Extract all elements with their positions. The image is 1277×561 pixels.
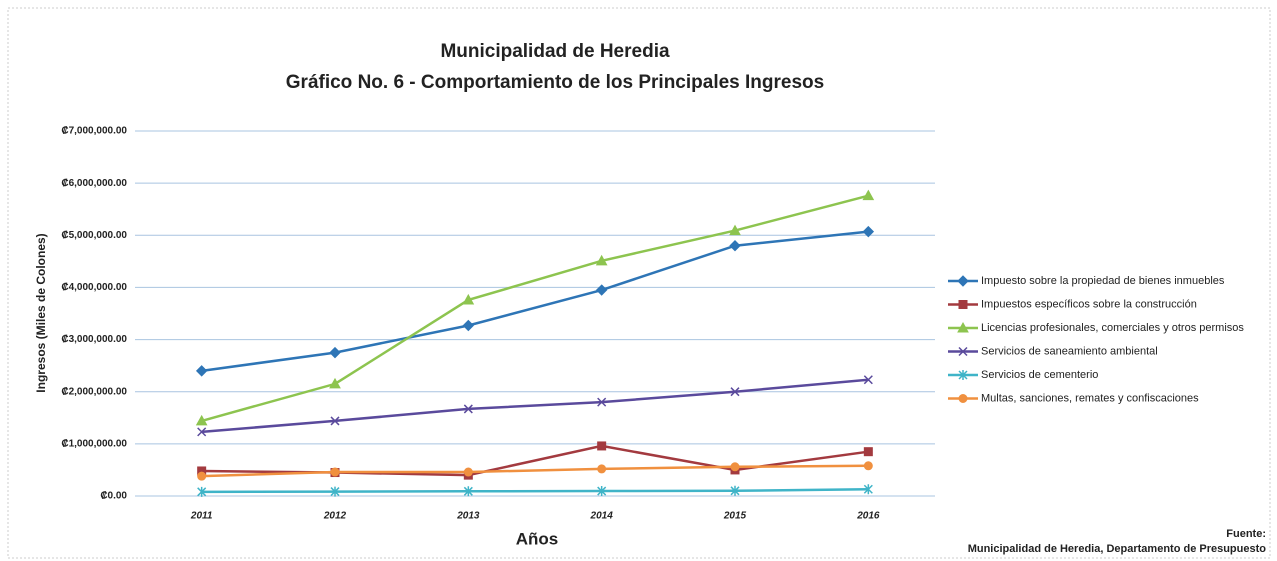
legend-label: Impuesto sobre la propiedad de bienes in… [981,275,1225,287]
legend-label: Servicios de saneamiento ambiental [981,345,1158,357]
point [597,441,607,451]
point [862,225,875,238]
y-tick-label: ₡5,000,000.00 [61,230,127,241]
point [597,486,607,497]
y-tick-label: ₡0.00 [100,491,127,502]
legend-marker [957,321,969,333]
point [330,486,340,497]
point [329,377,341,389]
point [729,224,741,236]
x-tick-label: 2011 [190,511,213,522]
legend-marker [958,300,968,309]
point [730,485,740,496]
point [730,462,740,472]
point [863,461,873,471]
chart-border [7,7,1271,559]
y-tick-label: ₡1,000,000.00 [61,438,127,449]
point [197,427,207,437]
point [195,414,208,426]
point [463,467,473,477]
y-tick-label: ₡3,000,000.00 [61,334,127,345]
point [595,284,608,296]
legend-marker [958,346,968,357]
x-tick-label: 2013 [456,511,480,522]
source-title: Fuente: [1226,528,1266,540]
point [462,319,475,332]
point [595,254,608,266]
series-line [201,487,869,494]
point [863,484,873,495]
point [597,464,607,474]
legend-marker [958,370,968,380]
point [329,346,341,359]
x-tick-label: 2012 [323,511,347,522]
legend-marker [957,275,969,287]
point [863,447,873,457]
chart-subtitle: Gráfico No. 6 - Comportamiento de los Pr… [286,72,824,93]
series-line [201,194,869,423]
point [729,240,741,252]
x-axis-label: Años [516,529,559,548]
x-tick-label: 2016 [856,511,880,522]
x-tick-label: 2014 [590,511,614,522]
point [197,486,207,497]
y-tick-label: ₡7,000,000.00 [61,126,127,137]
series-line [201,464,869,478]
point [195,365,208,377]
y-tick-label: ₡6,000,000.00 [61,178,127,189]
y-tick-label: ₡2,000,000.00 [61,386,127,397]
y-axis-label: Ingresos (Miles de Colones) [34,233,48,392]
legend-label: Servicios de cementerio [981,369,1098,381]
point [597,397,607,407]
legend-label: Impuestos específicos sobre la construcc… [981,298,1197,310]
point [462,293,475,305]
y-tick-label: ₡4,000,000.00 [61,282,127,293]
source: Municipalidad de Heredia, Departamento d… [968,543,1267,555]
series-line [201,230,869,373]
chart-title: Municipalidad de Heredia [440,41,670,62]
point [197,471,207,481]
point [863,375,873,385]
x-tick-label: 2015 [723,511,747,522]
series-line [201,378,869,434]
point [330,416,340,426]
point [463,486,473,497]
legend-marker [958,394,968,403]
point [330,467,340,477]
legend-label: Licencias profesionales, comerciales y o… [981,322,1244,334]
point [730,387,740,397]
legend-label: Multas, sanciones, remates y confiscacio… [981,392,1199,404]
point [463,404,473,414]
point [862,189,875,201]
